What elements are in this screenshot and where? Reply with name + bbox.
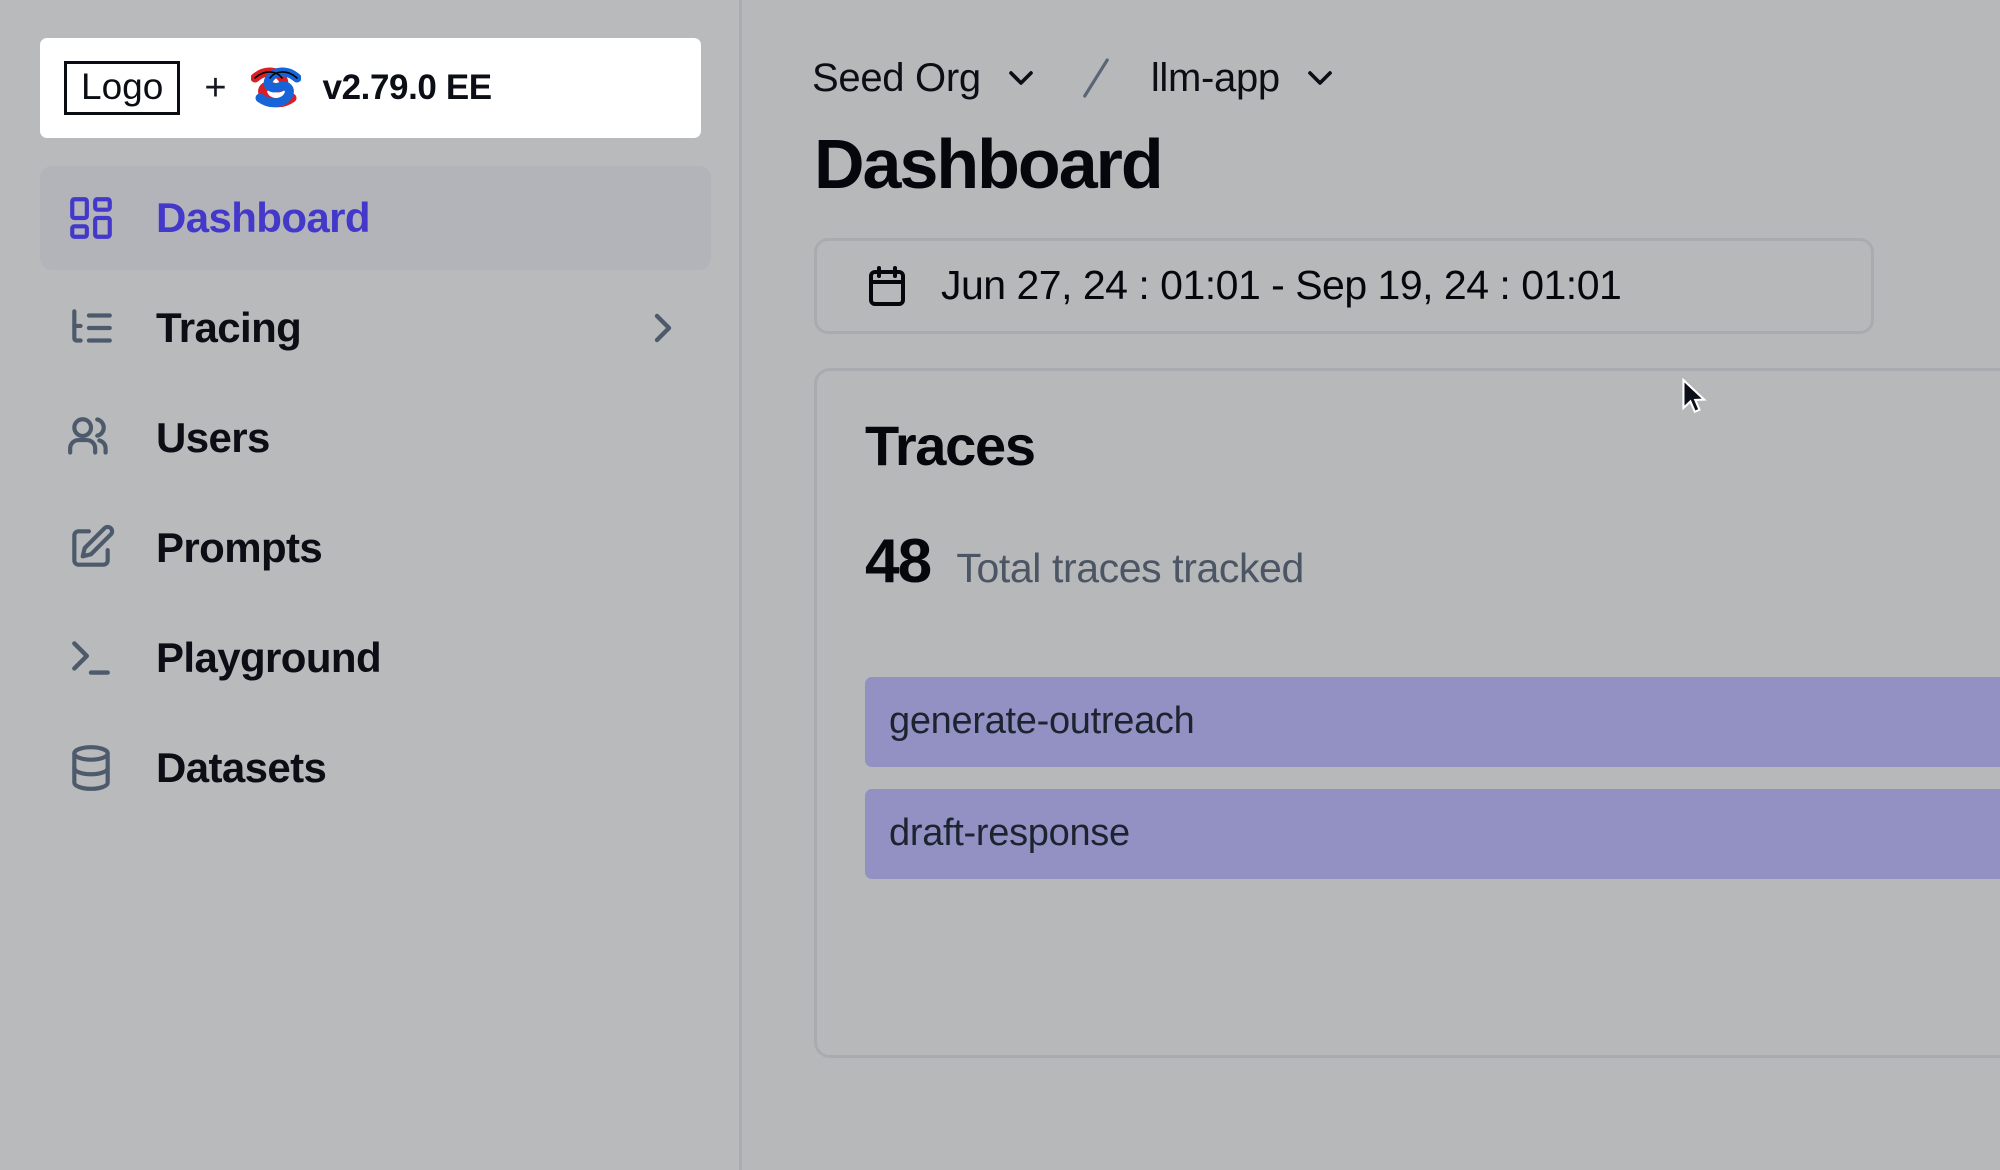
- sidebar-item-prompts[interactable]: Prompts: [40, 496, 711, 600]
- sidebar-item-label: Tracing: [156, 304, 302, 351]
- date-range-picker[interactable]: Jun 27, 24 : 01:01 - Sep 19, 24 : 01:01: [814, 237, 1874, 334]
- date-range-value: Jun 27, 24 : 01:01 - Sep 19, 24 : 01:01: [941, 262, 1622, 308]
- users-icon: [66, 413, 122, 463]
- sidebar-item-label: Playground: [156, 634, 382, 681]
- breadcrumb: Seed Org llm-app: [742, 0, 2000, 110]
- sidebar-logo-header[interactable]: Logo + v2.79.0 EE: [40, 38, 701, 138]
- chart-bar-label: draft-response: [889, 812, 1130, 854]
- breadcrumb-project-label: llm-app: [1150, 55, 1280, 100]
- traces-card-title: Traces: [865, 413, 1036, 477]
- sidebar-item-tracing[interactable]: Tracing: [40, 276, 711, 380]
- calendar-icon: [863, 262, 911, 310]
- sidebar-item-users[interactable]: Users: [40, 386, 711, 490]
- sidebar: Logo + v2.79.0 EE: [0, 0, 742, 1170]
- sidebar-item-label: Prompts: [156, 524, 323, 571]
- version-label: v2.79.0 EE: [322, 68, 493, 107]
- sidebar-item-label: Users: [156, 414, 270, 461]
- main-content: Seed Org llm-app: [742, 0, 2000, 1170]
- breadcrumb-org-label: Seed Org: [812, 55, 981, 100]
- sidebar-item-playground[interactable]: Playground: [40, 606, 711, 710]
- sidebar-item-label: Datasets: [156, 744, 327, 791]
- traces-bar-chart: generate-outreach draft-response: [865, 676, 2000, 879]
- breadcrumb-project-selector[interactable]: llm-app: [1151, 56, 1340, 101]
- traces-metric-label: Total traces tracked: [956, 544, 1304, 591]
- traces-metric: 48 Total traces tracked: [865, 526, 2000, 597]
- page-title: Dashboard: [814, 125, 1164, 203]
- langfuse-knot-icon: [250, 65, 302, 111]
- chart-bar[interactable]: draft-response: [865, 788, 2000, 879]
- chevron-down-icon[interactable]: [1001, 58, 1041, 98]
- layout-grid-icon: [66, 193, 122, 243]
- list-tree-icon: [66, 303, 122, 353]
- chart-bar[interactable]: generate-outreach: [865, 676, 2000, 767]
- sidebar-item-label: Dashboard: [156, 194, 371, 241]
- chevron-down-icon[interactable]: [1300, 58, 1340, 98]
- sidebar-item-dashboard[interactable]: Dashboard: [40, 166, 711, 270]
- breadcrumb-separator: [1069, 48, 1123, 108]
- traces-card: Traces 48 Total traces tracked generate-…: [814, 367, 2000, 1058]
- logo-placeholder-box: Logo: [64, 61, 181, 115]
- terminal-icon: [66, 633, 122, 683]
- chart-bar-label: generate-outreach: [889, 700, 1195, 742]
- logo-plus-separator: +: [204, 66, 227, 109]
- sidebar-nav: Dashboard Tracing: [40, 166, 711, 820]
- sidebar-item-datasets[interactable]: Datasets: [40, 716, 711, 820]
- chevron-right-icon[interactable]: [639, 304, 687, 352]
- traces-metric-value: 48: [865, 526, 932, 596]
- database-icon: [66, 743, 122, 793]
- square-pen-icon: [66, 523, 122, 573]
- breadcrumb-org-selector[interactable]: Seed Org: [812, 56, 1041, 101]
